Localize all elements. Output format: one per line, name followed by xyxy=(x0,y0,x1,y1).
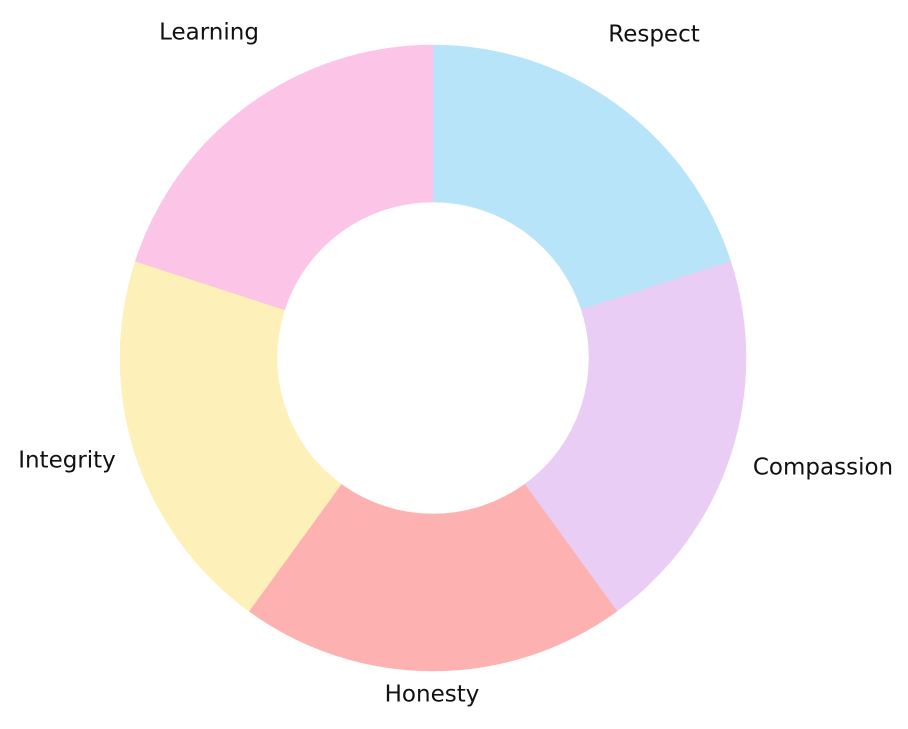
slice-label: Learning xyxy=(159,20,259,46)
slice-label: Integrity xyxy=(18,448,116,474)
donut-slice xyxy=(119,260,342,612)
donut-slice xyxy=(135,44,434,311)
slice-label: Respect xyxy=(608,22,700,48)
donut-slice xyxy=(432,44,731,311)
donut-slice xyxy=(248,483,618,672)
donut-slice xyxy=(524,260,747,612)
slice-label: Compassion xyxy=(753,455,893,481)
slice-label: Honesty xyxy=(385,682,480,708)
